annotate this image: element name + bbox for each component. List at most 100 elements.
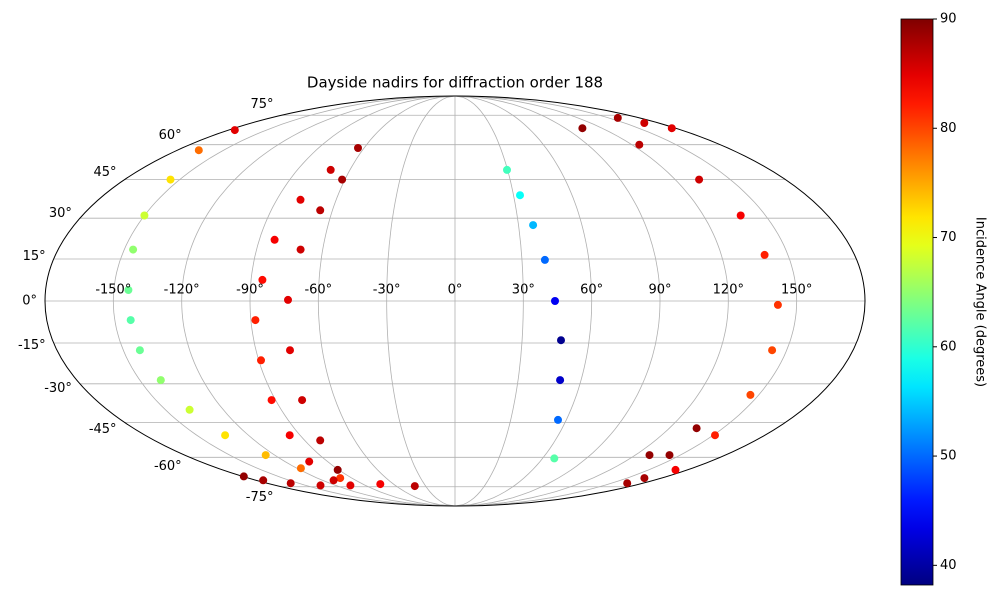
nadir-point [746, 390, 755, 399]
nadir-point [156, 376, 165, 385]
y-tick-label: -15° [18, 338, 46, 353]
nadir-point [329, 476, 338, 485]
y-tick-label: -30° [44, 381, 72, 396]
x-tick-label: 120° [713, 283, 744, 298]
nadir-point [316, 206, 325, 215]
grid [45, 95, 865, 507]
nadir-point [665, 451, 674, 460]
nadir-point [326, 165, 335, 174]
nadir-point [316, 436, 325, 445]
x-tick-label: 0° [448, 283, 463, 298]
nadir-point [556, 376, 565, 385]
nadir-point [695, 175, 704, 184]
colorbar-tick-label: 50 [940, 449, 957, 464]
x-tick-label: -120° [164, 283, 200, 298]
nadir-point [316, 481, 325, 490]
nadir-point [129, 245, 138, 254]
nadir-point [557, 336, 565, 345]
y-tick-label: 15° [23, 249, 46, 264]
nadir-point [667, 124, 676, 133]
nadir-point [296, 245, 305, 254]
nadir-point [529, 221, 538, 230]
nadir-point [354, 144, 362, 152]
colorbar-label: Incidence Angle (degrees) [973, 217, 988, 387]
nadir-point [645, 451, 654, 460]
nadir-point [773, 300, 782, 309]
nadir-point [578, 124, 587, 133]
nadir-point [623, 479, 632, 488]
nadir-point [671, 465, 680, 474]
nadir-point [336, 474, 345, 483]
nadir-point [284, 295, 292, 304]
points [124, 113, 782, 491]
nadir-point [338, 175, 347, 184]
colorbar-tick-label: 70 [940, 230, 957, 245]
nadir-point [140, 211, 149, 220]
nadir-point [410, 482, 419, 491]
y-tick-label: 0° [22, 294, 37, 309]
y-tick-label: -60° [154, 459, 182, 474]
x-tick-label: -60° [304, 283, 332, 298]
nadir-point [296, 195, 305, 204]
x-tick-label: 150° [781, 283, 812, 298]
nadir-point [760, 250, 769, 259]
y-tick-label: 60° [159, 128, 182, 143]
nadir-point [640, 474, 649, 483]
nadir-point [258, 275, 267, 284]
nadir-point [126, 316, 135, 325]
nadir-point [251, 316, 260, 325]
colorbar-tick-label: 40 [940, 558, 957, 573]
nadir-point [261, 451, 270, 460]
nadir-point [285, 431, 294, 440]
nadir-point [124, 286, 133, 294]
nadir-point [333, 465, 342, 474]
nadir-point [239, 472, 248, 481]
nadir-point [635, 140, 644, 149]
nadir-point [550, 454, 559, 463]
x-tick-label: 90° [648, 283, 671, 298]
x-tick-label: 30° [512, 283, 535, 298]
nadir-point [503, 165, 511, 174]
nadir-point [230, 126, 239, 135]
nadir-point [516, 191, 524, 200]
map-frame [44, 95, 866, 507]
nadir-point [286, 346, 294, 355]
nadir-point [376, 480, 385, 489]
x-tick-label: -90° [236, 283, 264, 298]
nadir-point [270, 235, 279, 244]
nadir-point [640, 119, 649, 127]
nadir-point [194, 146, 203, 155]
nadir-point [554, 415, 562, 424]
x-tick-label: 60° [580, 283, 603, 298]
colorbar [900, 18, 934, 586]
nadir-point [259, 476, 268, 485]
nadir-point [346, 481, 355, 490]
nadir-point [298, 396, 307, 405]
x-tick-label: -30° [373, 283, 401, 298]
y-tick-label: 45° [94, 165, 117, 180]
nadir-point [692, 424, 701, 433]
colorbar-tick-label: 60 [940, 339, 957, 354]
nadir-point [221, 431, 230, 440]
nadir-point [286, 479, 295, 488]
nadir-point [540, 255, 549, 264]
nadir-point [185, 405, 194, 414]
nadir-point [736, 211, 745, 220]
colorbar-tick-label: 90 [940, 12, 957, 27]
nadir-point [296, 464, 305, 473]
x-tick-label: -150° [95, 283, 131, 298]
y-tick-label: -75° [246, 490, 274, 505]
nadir-point [613, 113, 622, 122]
nadir-point [267, 396, 276, 405]
nadir-point [711, 431, 719, 440]
nadir-point [768, 346, 777, 355]
y-tick-label: 75° [250, 97, 273, 112]
y-tick-label: 30° [49, 206, 72, 221]
nadir-point [257, 356, 265, 365]
nadir-point [551, 297, 559, 305]
colorbar-tick-label: 80 [940, 121, 957, 136]
labels: -150° -120° -90° -60° -30° 0° 30° 60° 90° 120° 150… [18, 97, 812, 505]
y-tick-label: -45° [89, 422, 117, 437]
nadir-point [166, 175, 175, 184]
